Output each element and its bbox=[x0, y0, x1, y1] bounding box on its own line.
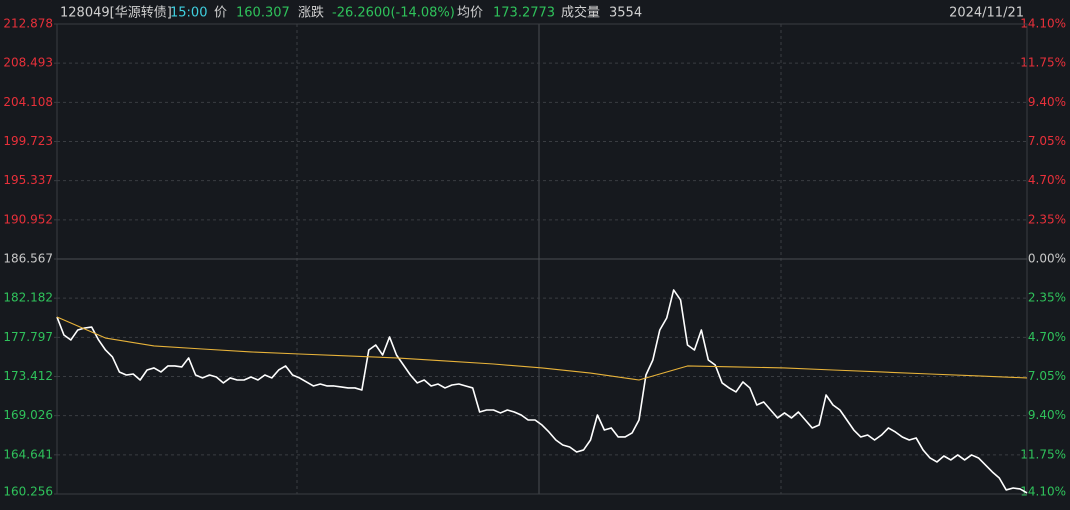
y-tick-label: 212.878 bbox=[3, 17, 53, 31]
y-tick-label: 195.337 bbox=[3, 173, 53, 187]
date: 2024/11/21 bbox=[949, 6, 1024, 21]
price-line bbox=[56, 289, 1028, 494]
y2-tick-label: 2.35% bbox=[1028, 212, 1066, 226]
y-tick-label: 177.797 bbox=[3, 330, 53, 344]
change: -26.2600(-14.08%) bbox=[332, 6, 455, 21]
y2-tick-label: 14.10% bbox=[1020, 17, 1066, 31]
price-line bbox=[56, 316, 1028, 381]
y-tick-label: 164.641 bbox=[3, 447, 53, 461]
y-tick-label: 190.952 bbox=[3, 212, 53, 226]
y2-tick-label: 4.70% bbox=[1028, 173, 1066, 187]
y-tick-label: 204.108 bbox=[3, 95, 53, 109]
y2-tick-label: 7.05% bbox=[1028, 134, 1066, 148]
y-tick-label: 182.182 bbox=[3, 291, 53, 305]
y-tick-label: 208.493 bbox=[3, 56, 53, 70]
avg-label: 均价 bbox=[457, 6, 483, 21]
volume: 3554 bbox=[609, 6, 642, 21]
y-tick-label: 160.256 bbox=[3, 485, 53, 499]
y2-tick-label: 7.05% bbox=[1028, 369, 1066, 383]
y2-tick-label: 0.00% bbox=[1028, 252, 1066, 266]
time: 15:00 bbox=[170, 6, 207, 21]
y2-tick-label: 4.70% bbox=[1028, 330, 1066, 344]
y2-tick-label: 9.40% bbox=[1028, 95, 1066, 109]
code: 128049[华源转债] bbox=[60, 6, 172, 21]
volume-label: 成交量 bbox=[561, 5, 600, 21]
y-tick-label: 173.412 bbox=[3, 369, 53, 383]
price-label: 价 bbox=[214, 6, 227, 21]
avg-price: 173.2773 bbox=[493, 6, 555, 21]
y-tick-label: 169.026 bbox=[3, 408, 53, 422]
y2-tick-label: 14.10% bbox=[1020, 485, 1066, 499]
y2-tick-label: 9.40% bbox=[1028, 408, 1066, 422]
y2-tick-label: 11.75% bbox=[1020, 56, 1066, 70]
change-label: 涨跌 bbox=[298, 5, 324, 21]
y2-tick-label: 2.35% bbox=[1028, 291, 1066, 305]
y-tick-label: 199.723 bbox=[3, 134, 53, 148]
y-tick-label: 186.567 bbox=[3, 252, 53, 266]
y2-tick-label: 11.75% bbox=[1020, 447, 1066, 461]
price: 160.307 bbox=[236, 6, 290, 21]
header: 128049[华源转债] 15:00 价 160.307 涨跌 -26.2600… bbox=[60, 5, 1024, 21]
